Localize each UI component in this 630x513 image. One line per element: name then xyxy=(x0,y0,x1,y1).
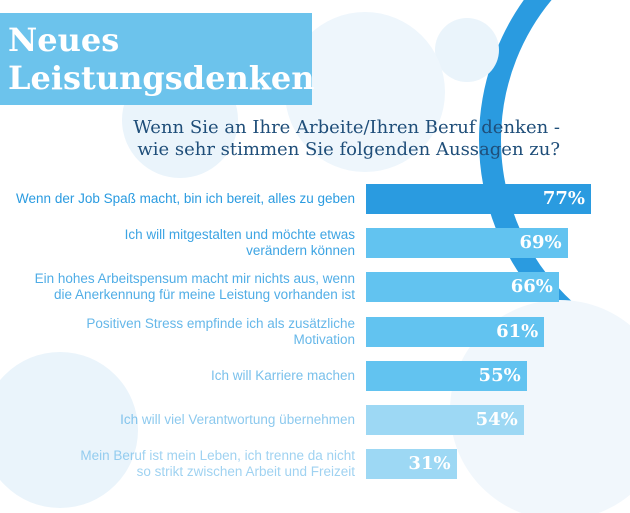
category-label-line: Motivation xyxy=(293,331,355,347)
bg-circle-bottom-left xyxy=(0,352,138,508)
value-label: 77% xyxy=(542,188,585,209)
category-label-line: Ich will mitgestalten und möchte etwas xyxy=(124,227,355,243)
category-label: Mein Beruf ist mein Leben, ich trenne da… xyxy=(0,448,355,480)
page-title-line1: Neues xyxy=(8,21,120,59)
bar xyxy=(366,316,545,347)
category-label: Ich will Karriere machen xyxy=(0,361,355,391)
bg-circle-small xyxy=(435,18,499,82)
bar xyxy=(366,272,559,303)
category-label: Ein hohes Arbeitspensum macht mir nichts… xyxy=(0,271,355,303)
value-label: 61% xyxy=(496,320,539,342)
bar xyxy=(366,405,524,435)
category-label-line: die Anerkennung für meine Leistung vorha… xyxy=(54,287,355,303)
category-label-line: Positiven Stress empfinde ich als zusätz… xyxy=(86,315,355,331)
category-label-line: Wenn der Job Spaß macht, bin ich bereit,… xyxy=(16,191,355,206)
page-title-line2: Leistungsdenken xyxy=(8,59,315,97)
bg-circle-bottom-right xyxy=(450,300,630,513)
title-box: Neues Leistungsdenken xyxy=(0,13,315,105)
category-label: Wenn der Job Spaß macht, bin ich bereit,… xyxy=(0,184,355,214)
category-label-line: Mein Beruf ist mein Leben, ich trenne da… xyxy=(80,448,355,464)
value-label: 31% xyxy=(408,453,451,475)
bar xyxy=(366,360,527,391)
bg-circle-top-right xyxy=(479,0,630,364)
value-label: 54% xyxy=(475,409,518,430)
bar xyxy=(366,449,457,480)
bar xyxy=(366,184,591,214)
value-label: 69% xyxy=(519,232,562,254)
value-label: 55% xyxy=(478,364,521,386)
category-label: Ich will mitgestalten und möchte etwas ve… xyxy=(0,227,355,259)
category-label-line: so strikt zwischen Arbeit und Freizeit xyxy=(136,464,355,480)
category-label-line: Ich will viel Verantwortung übernehmen xyxy=(120,412,355,427)
bg-circle-mid xyxy=(285,12,445,172)
category-label: Positiven Stress empfinde ich als zusätz… xyxy=(0,315,355,347)
value-label: 66% xyxy=(510,276,553,298)
chart-question-line2: wie sehr stimmen Sie folgenden Aussagen … xyxy=(137,139,560,160)
category-label-line: verändern können xyxy=(246,243,355,259)
category-label-line: Ich will Karriere machen xyxy=(210,367,355,383)
chart-question: Wenn Sie an Ihre Arbeite/Ihren Beruf den… xyxy=(100,117,560,161)
category-label: Ich will viel Verantwortung übernehmen xyxy=(0,405,355,435)
chart-question-line1: Wenn Sie an Ihre Arbeite/Ihren Beruf den… xyxy=(133,117,560,138)
category-label-line: Ein hohes Arbeitspensum macht mir nichts… xyxy=(34,271,355,287)
bar xyxy=(366,228,568,259)
